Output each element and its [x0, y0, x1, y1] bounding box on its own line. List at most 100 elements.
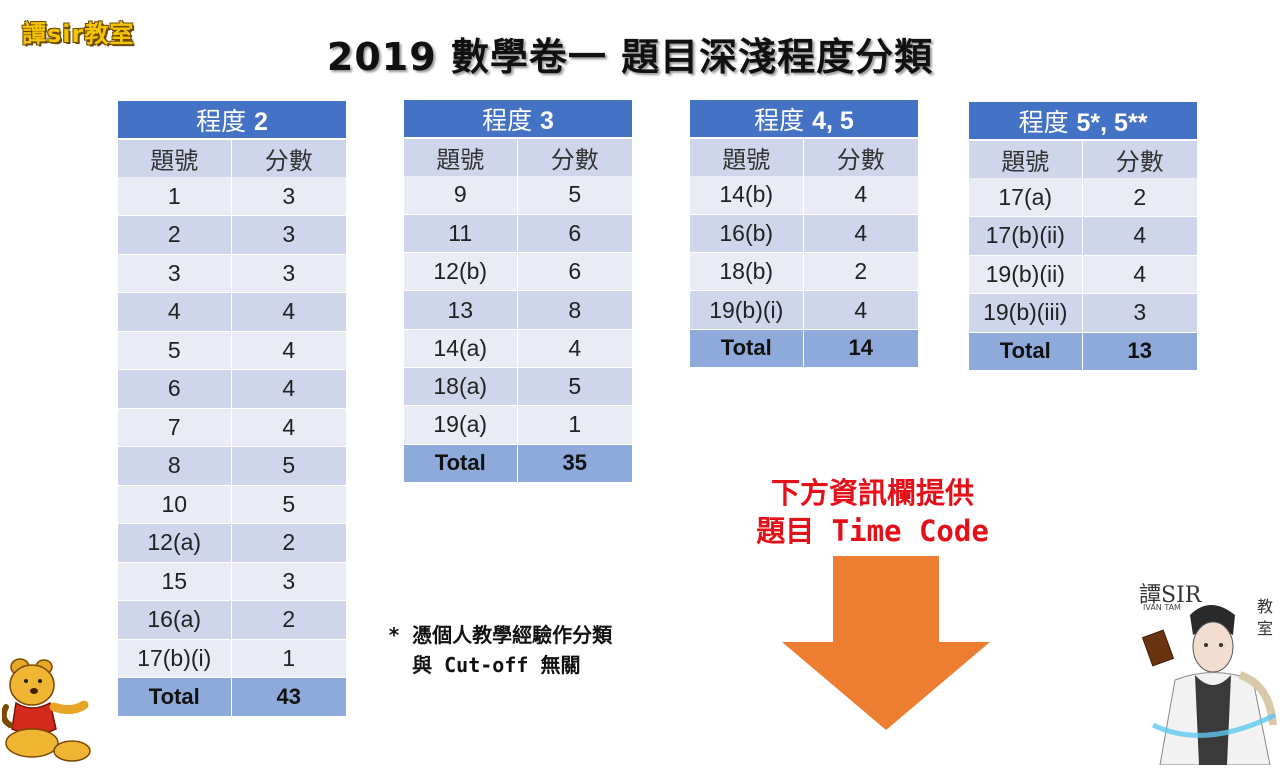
table-row: 17(b)(i) 1: [118, 639, 346, 678]
score-value: 2: [1082, 178, 1197, 217]
callout-line-2: 題目 Time Code: [756, 514, 989, 548]
table-row: 19(b)(i) 4: [690, 290, 918, 330]
score-value: 5: [517, 176, 632, 215]
table-row: 17(b)(ii) 4: [969, 216, 1197, 256]
score-value: 1: [517, 405, 632, 445]
score-value: 1: [231, 639, 346, 678]
question-number: 5: [118, 331, 232, 370]
score-value: 4: [1082, 216, 1197, 256]
question-number: 13: [404, 290, 518, 330]
note-line-1: * 憑個人教學經驗作分類: [388, 623, 613, 647]
score-col-header: 分數: [803, 138, 918, 176]
score-col-header: 分數: [1082, 140, 1197, 178]
table-row: 14(a) 4: [404, 329, 632, 368]
question-number: 17(b)(i): [118, 639, 232, 678]
question-col-header: 題號: [969, 140, 1083, 178]
side-char-2: 室: [1257, 619, 1274, 638]
score-value: 4: [231, 292, 346, 332]
question-number: 18(a): [404, 367, 518, 407]
table-header: 程度 3: [404, 100, 632, 139]
level-5-star-table: 程度 5*, 5** 題號 分數 17(a) 2 17(b)(ii) 4 19(b)(ii…: [969, 102, 1197, 370]
table-row: 19(b)(ii) 4: [969, 255, 1197, 294]
table-row: 18(b) 2: [690, 252, 918, 292]
table-row: 17(a) 2: [969, 178, 1197, 217]
question-number: 7: [118, 408, 232, 447]
question-number: 17(b)(ii): [969, 216, 1083, 256]
page-title: 2019 數學卷一 題目深淺程度分類: [326, 35, 934, 79]
score-value: 2: [231, 600, 346, 640]
total-value: 35: [517, 444, 632, 483]
level-4-5-table: 程度 4, 5 題號 分數 14(b) 4 16(b) 4 18(b) 2 19(b)(i) 4…: [690, 100, 918, 368]
question-number: 10: [118, 485, 232, 524]
question-number: 12(b): [404, 252, 518, 292]
table-row: 18(a) 5: [404, 367, 632, 407]
score-value: 6: [517, 252, 632, 292]
table-row: 12(b) 6: [404, 252, 632, 292]
score-value: 2: [231, 523, 346, 563]
score-value: 6: [517, 214, 632, 254]
question-number: 15: [118, 562, 232, 601]
question-number: 1: [118, 177, 232, 216]
table-row: 14(b) 4: [690, 176, 918, 215]
score-col-header: 分數: [231, 139, 346, 177]
total-label: Total: [690, 329, 804, 368]
level-2-table: 程度 2 題號 分數 1 3 2 3 3 3 4 4 5 4 6 4 7 4 8 5 10 5 12(a) 2 15 3 16…: [118, 101, 346, 716]
teacher-sign: 譚SIR: [1139, 583, 1202, 608]
total-label: Total: [118, 677, 232, 716]
question-number: 19(a): [404, 405, 518, 445]
table-header: 程度 2: [118, 101, 346, 140]
callout-line-1: 下方資訊欄提供: [770, 476, 974, 510]
table-row: 13 8: [404, 290, 632, 330]
question-number: 19(b)(iii): [969, 293, 1083, 333]
question-col-header: 題號: [118, 139, 232, 177]
question-number: 12(a): [118, 523, 232, 563]
score-value: 8: [517, 290, 632, 330]
note-line-2: 與 Cut-off 無關: [388, 653, 581, 677]
table-header: 程度 4, 5: [690, 100, 918, 139]
level-3-table: 程度 3 題號 分數 9 5 11 6 12(b) 6 13 8 14(a) 4 18(a) 5 19(a…: [404, 100, 632, 483]
score-col-header: 分數: [517, 138, 632, 176]
channel-logo: 譚sir教室: [22, 20, 135, 48]
score-value: 4: [803, 290, 918, 330]
question-number: 16(a): [118, 600, 232, 640]
timecode-callout: 下方資訊欄提供 題目 Time Code: [700, 474, 1045, 550]
total-label: Total: [404, 444, 518, 483]
question-number: 3: [118, 254, 232, 293]
classification-note: * 憑個人教學經驗作分類 與 Cut-off 無關: [388, 620, 612, 680]
question-number: 14(b): [690, 176, 804, 215]
score-value: 4: [231, 408, 346, 447]
score-value: 4: [517, 329, 632, 368]
score-value: 5: [231, 446, 346, 486]
score-value: 4: [231, 331, 346, 370]
question-col-header: 題號: [404, 138, 518, 176]
total-value: 13: [1082, 332, 1197, 370]
table-row: 10 5: [118, 485, 346, 524]
table-row: 12(a) 2: [118, 523, 346, 563]
score-value: 3: [231, 177, 346, 216]
score-value: 3: [1082, 293, 1197, 333]
table-header: 程度 5*, 5**: [969, 102, 1197, 141]
question-number: 17(a): [969, 178, 1083, 217]
question-number: 11: [404, 214, 518, 254]
question-number: 2: [118, 215, 232, 255]
question-number: 8: [118, 446, 232, 486]
total-value: 14: [803, 329, 918, 368]
score-value: 5: [231, 485, 346, 524]
score-value: 4: [1082, 255, 1197, 294]
question-col-header: 題號: [690, 138, 804, 176]
down-arrow-icon: [782, 556, 990, 730]
score-value: 4: [231, 369, 346, 409]
question-number: 19(b)(ii): [969, 255, 1083, 294]
score-value: 2: [803, 252, 918, 292]
teacher-figure-icon: [1141, 605, 1277, 765]
score-value: 4: [803, 176, 918, 215]
total-value: 43: [231, 677, 346, 716]
question-number: 18(b): [690, 252, 804, 292]
